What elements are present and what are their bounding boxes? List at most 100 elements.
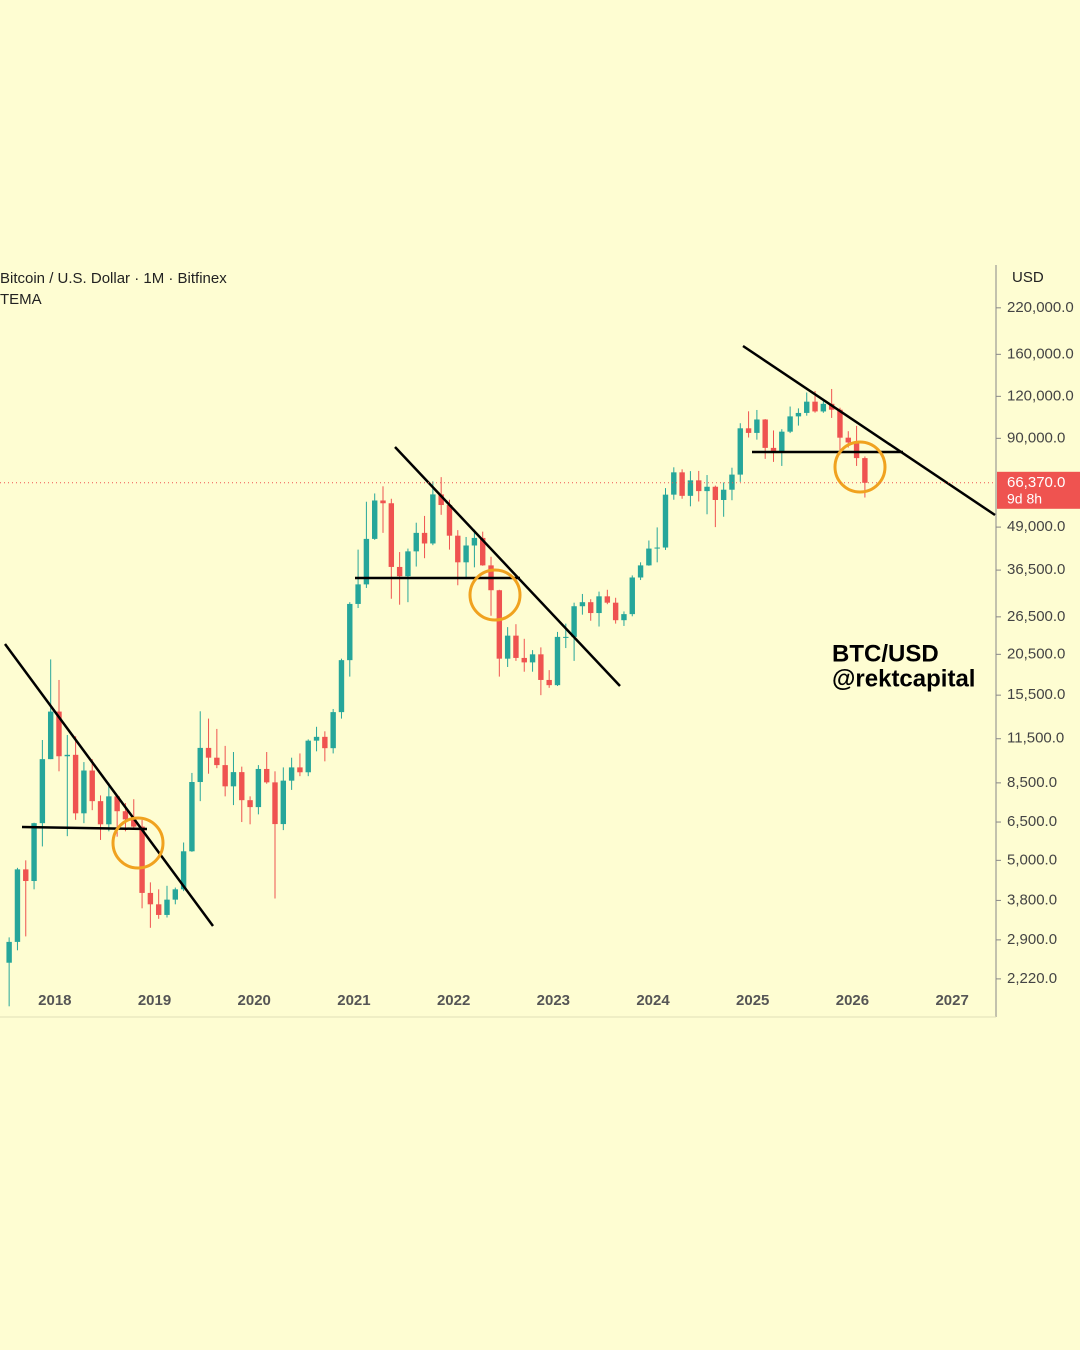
candle-body [313, 736, 320, 741]
candle-body [845, 437, 851, 443]
candle-body [222, 765, 228, 787]
candle-body [64, 754, 70, 757]
candle-body [837, 409, 843, 438]
y-tick-label: 8,500.0 [1007, 774, 1057, 791]
candle-body [480, 537, 486, 566]
candle-body [81, 770, 87, 814]
candle-body [563, 636, 569, 638]
candle-body [363, 538, 370, 585]
candle-body [347, 603, 353, 661]
candle-body [6, 941, 12, 963]
candle-body [180, 851, 187, 890]
support-line [21, 825, 148, 831]
candle-body [770, 447, 777, 452]
candle-body [621, 614, 627, 621]
candle-body [114, 796, 120, 812]
candle-body [471, 537, 478, 546]
candle-body [106, 796, 112, 825]
y-tick-label: 2,220.0 [1007, 970, 1057, 987]
trendline [394, 446, 621, 687]
y-tick-label: 3,800.0 [1007, 891, 1057, 908]
candle-body [804, 401, 810, 413]
candle-body [662, 494, 669, 548]
candle-body [164, 899, 170, 915]
chart-title: Bitcoin / U.S. Dollar · 1M · Bitfinex [0, 270, 227, 287]
x-tick-label: 2023 [537, 992, 570, 1009]
candle-body [430, 494, 436, 544]
candle-body [554, 636, 561, 686]
candle-body [654, 547, 660, 549]
indicator-label: TEMA [0, 291, 42, 308]
highlight-circle [468, 568, 522, 622]
candle-body [546, 679, 552, 686]
countdown-label: 9d 8h [1007, 491, 1042, 507]
candle-body [288, 767, 295, 781]
candle-body [588, 602, 594, 614]
x-tick-label: 2022 [437, 992, 470, 1009]
x-tick-label: 2027 [935, 992, 968, 1009]
candle-body [205, 747, 212, 758]
candle-body [297, 767, 303, 773]
price-badge [997, 471, 1080, 509]
candle-body [338, 660, 345, 713]
candle-body [521, 657, 527, 663]
candle-body [47, 711, 54, 760]
highlight-circle [111, 816, 165, 870]
candle-body [637, 565, 644, 578]
y-tick-label: 2,900.0 [1007, 931, 1057, 948]
candle-body [372, 500, 378, 539]
candle-body [571, 606, 577, 637]
candle-body [56, 711, 62, 757]
candle-body [496, 590, 503, 659]
candle-body [122, 811, 129, 820]
candle-body [679, 472, 685, 496]
candle-body [579, 602, 586, 607]
candle-body [812, 401, 818, 412]
y-tick-label: 5,000.0 [1007, 851, 1057, 868]
x-tick-label: 2024 [636, 992, 670, 1009]
candle-body [330, 712, 336, 749]
price-label: 66,370.0 [1007, 474, 1065, 491]
y-tick-label: 11,500.0 [1007, 730, 1064, 747]
candle-body [280, 780, 287, 825]
candle-body [687, 480, 694, 496]
candle-body [380, 500, 386, 504]
candle-body [729, 474, 735, 490]
candle-body [513, 635, 519, 658]
annotation: @rektcapital [832, 665, 975, 692]
candle-body [155, 904, 162, 915]
y-tick-label: 220,000.0 [1007, 299, 1074, 316]
candle-body [31, 823, 37, 882]
x-tick-label: 2020 [238, 992, 271, 1009]
annotation: BTC/USD [832, 640, 939, 667]
axis-unit: USD [1012, 269, 1044, 286]
candle-body [89, 770, 95, 802]
candle-body [787, 416, 793, 432]
candle-body [820, 403, 827, 412]
candle-body [131, 819, 137, 827]
trendline [3, 643, 215, 927]
candle-body [604, 596, 611, 603]
candle-body [214, 757, 220, 766]
candle-body [305, 740, 311, 773]
x-tick-label: 2025 [736, 992, 769, 1009]
candle-body [189, 782, 195, 852]
candle-body [172, 889, 179, 900]
candle-body [795, 412, 802, 417]
candle-body [646, 548, 652, 566]
candle-body [596, 596, 602, 614]
y-tick-label: 120,000.0 [1007, 387, 1074, 404]
candle-body [529, 654, 536, 663]
highlight-circle [833, 440, 887, 494]
candle-body [388, 503, 395, 567]
candle-body [147, 892, 154, 905]
plot [6, 388, 868, 1007]
candle-body [239, 772, 245, 801]
candle-body [322, 736, 328, 749]
candle-body [247, 800, 253, 808]
y-tick-label: 160,000.0 [1007, 345, 1074, 362]
candle-body [72, 754, 79, 814]
candle-body [230, 772, 237, 787]
candle-body [671, 472, 677, 495]
